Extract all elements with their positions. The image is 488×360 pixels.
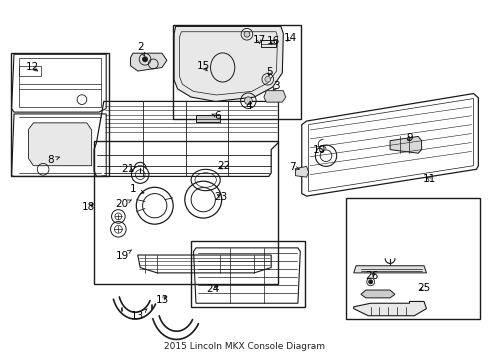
Polygon shape [264,91,285,102]
Text: 25: 25 [417,283,430,293]
Text: 19: 19 [115,250,131,261]
Text: 23: 23 [214,192,227,202]
Bar [11,53,108,176]
Ellipse shape [368,280,372,284]
Text: 1: 1 [129,184,143,194]
Text: 17: 17 [252,35,265,45]
Text: 3: 3 [272,81,279,91]
Bar [346,198,479,319]
Text: 24: 24 [206,284,219,294]
Text: 13: 13 [155,295,168,305]
Text: 2: 2 [137,42,144,56]
Polygon shape [389,136,421,153]
Text: 18: 18 [81,202,95,212]
Polygon shape [295,166,308,177]
Text: 16: 16 [266,36,280,46]
Text: 2015 Lincoln MKX Console Diagram: 2015 Lincoln MKX Console Diagram [163,342,325,351]
Text: 20: 20 [116,199,131,209]
Polygon shape [353,266,426,273]
Polygon shape [130,53,166,71]
Text: 11: 11 [423,174,436,184]
Text: 14: 14 [284,33,297,43]
Text: 13: 13 [131,309,147,321]
Bar [261,40,275,47]
Text: 12: 12 [25,63,39,72]
Bar [196,115,220,122]
Text: 4: 4 [244,101,251,111]
Text: 7: 7 [288,162,299,172]
Ellipse shape [264,76,270,82]
Ellipse shape [142,57,147,62]
Text: 9: 9 [406,133,412,143]
Text: 8: 8 [47,156,59,165]
Polygon shape [353,301,426,316]
Ellipse shape [244,31,249,37]
Text: 6: 6 [211,111,221,121]
Text: 26: 26 [364,271,378,281]
Text: 10: 10 [312,145,325,155]
Bar [191,241,305,307]
Bar [94,141,278,284]
Polygon shape [174,26,283,102]
Text: 22: 22 [217,161,230,171]
Polygon shape [360,290,394,298]
Text: 21: 21 [121,163,134,174]
Bar [172,24,301,119]
Text: 15: 15 [196,62,209,71]
Polygon shape [28,123,91,166]
Text: 5: 5 [266,67,272,77]
Ellipse shape [244,97,252,104]
